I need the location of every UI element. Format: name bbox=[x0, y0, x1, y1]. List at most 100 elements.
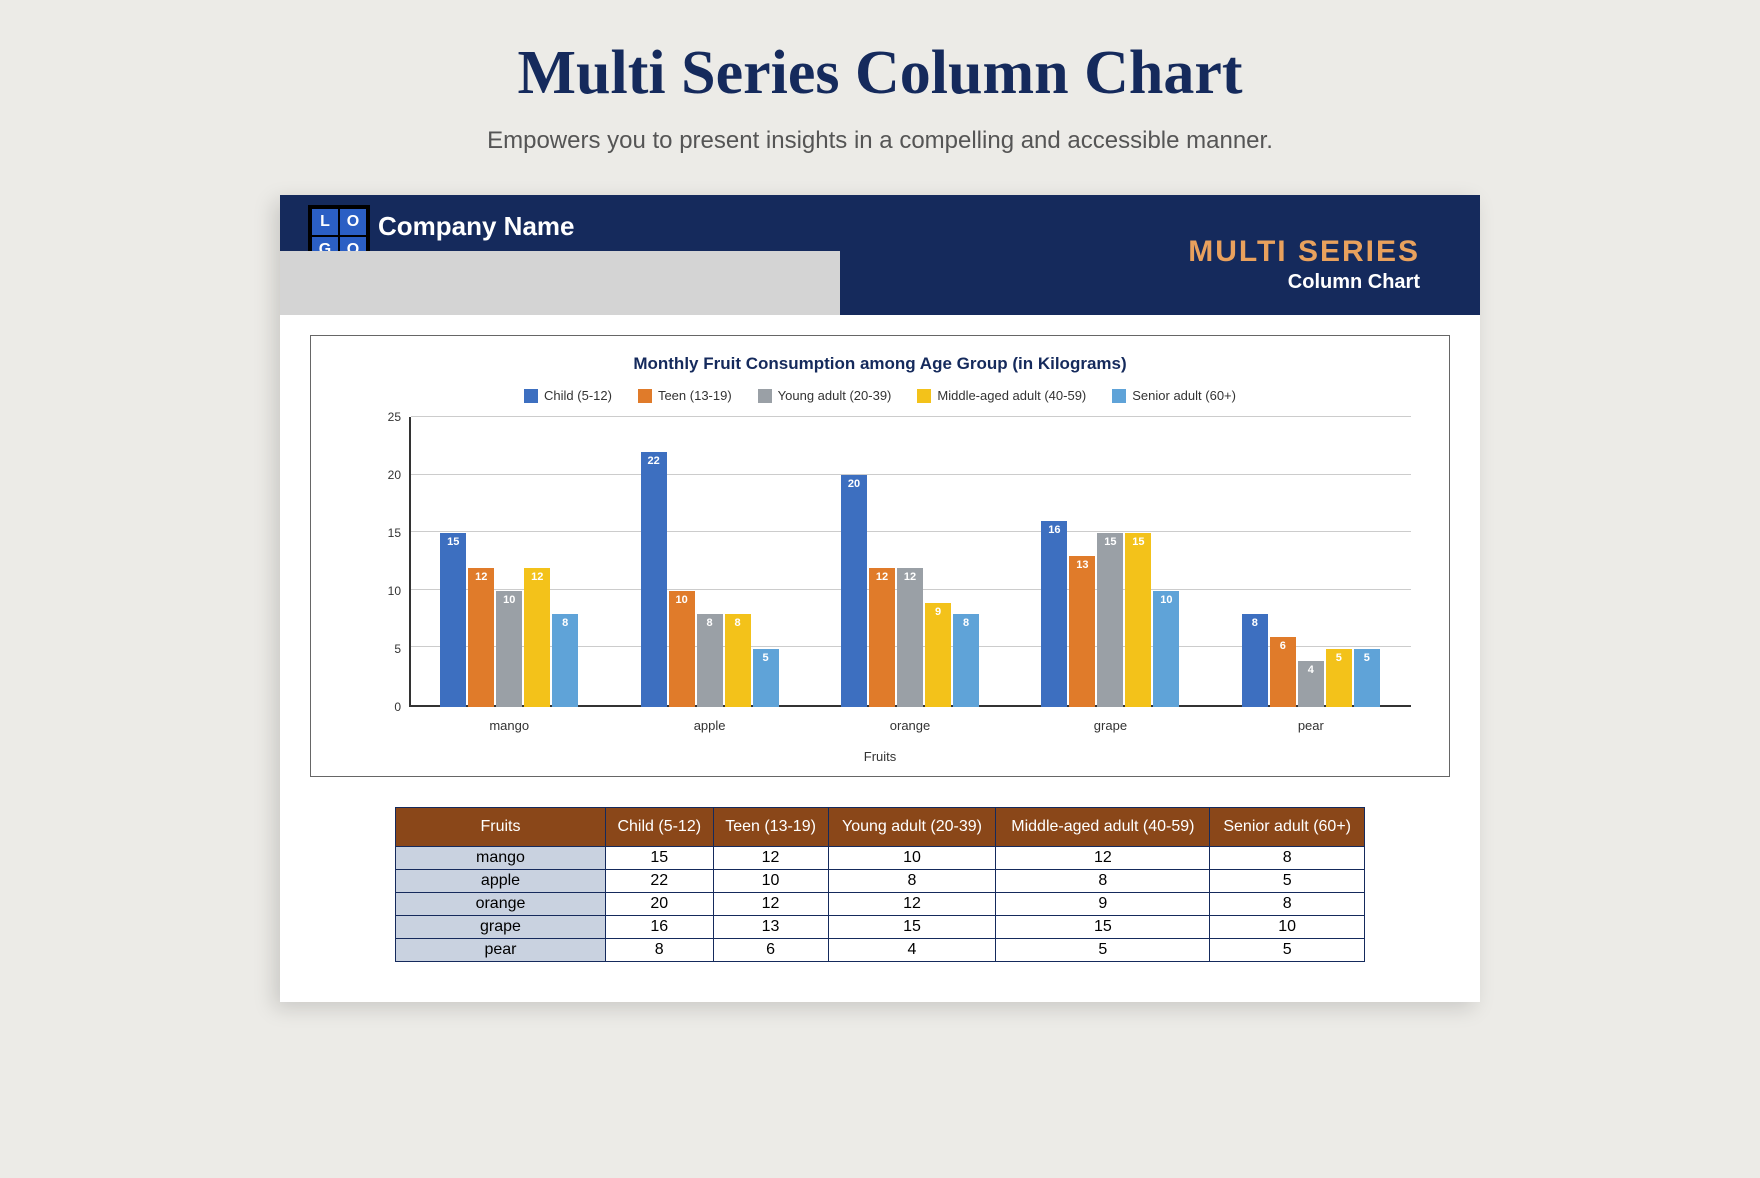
legend-item: Young adult (20-39) bbox=[758, 388, 892, 403]
bar-groups: 151210128221088520121298161315151086455 bbox=[409, 417, 1411, 707]
table-cell: 5 bbox=[1210, 939, 1365, 962]
table-row: grape1613151510 bbox=[396, 916, 1365, 939]
table-cell: 15 bbox=[828, 916, 996, 939]
legend-swatch bbox=[524, 389, 538, 403]
table-cell: 8 bbox=[1210, 893, 1365, 916]
header-right-block: MULTI SERIES Column Chart bbox=[1188, 235, 1420, 294]
document-preview: L O G O Company Name MULTI SERIES Column… bbox=[280, 195, 1480, 1002]
bar: 9 bbox=[925, 603, 951, 707]
bar: 8 bbox=[725, 614, 751, 707]
bar: 5 bbox=[1326, 649, 1352, 707]
bar: 10 bbox=[669, 591, 695, 707]
doc-header: L O G O Company Name MULTI SERIES Column… bbox=[280, 195, 1480, 315]
bar-value-label: 8 bbox=[552, 617, 578, 629]
bar-value-label: 8 bbox=[697, 617, 723, 629]
table-cell: 22 bbox=[606, 870, 714, 893]
table-cell: 4 bbox=[828, 939, 996, 962]
table-cell: 10 bbox=[713, 870, 828, 893]
chart-container: Monthly Fruit Consumption among Age Grou… bbox=[310, 335, 1450, 777]
table-row-label: pear bbox=[396, 939, 606, 962]
x-tick-label: pear bbox=[1211, 718, 1411, 733]
legend-item: Child (5-12) bbox=[524, 388, 612, 403]
bar-value-label: 22 bbox=[641, 455, 667, 467]
bar-value-label: 10 bbox=[1153, 594, 1179, 606]
bar: 5 bbox=[1354, 649, 1380, 707]
logo-char: O bbox=[340, 209, 366, 235]
x-tick-label: mango bbox=[409, 718, 609, 733]
bar-value-label: 8 bbox=[1242, 617, 1268, 629]
table-cell: 8 bbox=[828, 870, 996, 893]
bar-value-label: 6 bbox=[1270, 640, 1296, 652]
legend-swatch bbox=[1112, 389, 1126, 403]
table-row: orange20121298 bbox=[396, 893, 1365, 916]
bar-value-label: 5 bbox=[1354, 652, 1380, 664]
x-tick-label: orange bbox=[810, 718, 1010, 733]
bar: 12 bbox=[897, 568, 923, 707]
table-header-cell: Senior adult (60+) bbox=[1210, 808, 1365, 847]
bar-value-label: 10 bbox=[669, 594, 695, 606]
bar: 4 bbox=[1298, 661, 1324, 707]
table-cell: 20 bbox=[606, 893, 714, 916]
bar-value-label: 12 bbox=[468, 571, 494, 583]
bar-value-label: 16 bbox=[1041, 524, 1067, 536]
header-grey-strip bbox=[280, 251, 840, 315]
table-cell: 15 bbox=[996, 916, 1210, 939]
table-cell: 12 bbox=[713, 847, 828, 870]
chart-plot-area: 0510152025 15121012822108852012129816131… bbox=[379, 417, 1411, 747]
bar: 5 bbox=[753, 649, 779, 707]
x-axis-title: Fruits bbox=[329, 749, 1431, 764]
bar-value-label: 9 bbox=[925, 606, 951, 618]
table-row-label: grape bbox=[396, 916, 606, 939]
table-cell: 10 bbox=[828, 847, 996, 870]
bar: 15 bbox=[1097, 533, 1123, 707]
bar-value-label: 12 bbox=[869, 571, 895, 583]
legend-item: Senior adult (60+) bbox=[1112, 388, 1236, 403]
table-cell: 13 bbox=[713, 916, 828, 939]
table-header-cell: Fruits bbox=[396, 808, 606, 847]
table-row-label: mango bbox=[396, 847, 606, 870]
legend-label: Child (5-12) bbox=[544, 388, 612, 403]
bar: 16 bbox=[1041, 521, 1067, 707]
table-cell: 9 bbox=[996, 893, 1210, 916]
bar-value-label: 5 bbox=[753, 652, 779, 664]
bar: 12 bbox=[524, 568, 550, 707]
bar-group: 2210885 bbox=[609, 417, 809, 707]
chart-legend: Child (5-12) Teen (13-19) Young adult (20-… bbox=[329, 388, 1431, 403]
legend-label: Middle-aged adult (40-59) bbox=[937, 388, 1086, 403]
header-title-2: Column Chart bbox=[1188, 271, 1420, 294]
table-cell: 8 bbox=[996, 870, 1210, 893]
table-row-label: apple bbox=[396, 870, 606, 893]
table-row: mango151210128 bbox=[396, 847, 1365, 870]
bar-group: 86455 bbox=[1211, 417, 1411, 707]
x-tick-label: grape bbox=[1010, 718, 1210, 733]
table-cell: 12 bbox=[996, 847, 1210, 870]
bar-value-label: 15 bbox=[1125, 536, 1151, 548]
bar: 15 bbox=[1125, 533, 1151, 707]
legend-swatch bbox=[758, 389, 772, 403]
table-cell: 12 bbox=[828, 893, 996, 916]
table-cell: 16 bbox=[606, 916, 714, 939]
header-title-1: MULTI SERIES bbox=[1188, 235, 1420, 269]
bar: 22 bbox=[641, 452, 667, 707]
bar-value-label: 10 bbox=[496, 594, 522, 606]
y-tick-label: 20 bbox=[369, 468, 401, 482]
bar: 6 bbox=[1270, 637, 1296, 707]
bar: 10 bbox=[1153, 591, 1179, 707]
y-tick-label: 25 bbox=[369, 410, 401, 424]
bar-group: 1613151510 bbox=[1010, 417, 1210, 707]
x-tick-label: apple bbox=[609, 718, 809, 733]
table-cell: 8 bbox=[1210, 847, 1365, 870]
bar: 8 bbox=[697, 614, 723, 707]
bar: 12 bbox=[468, 568, 494, 707]
company-name: Company Name bbox=[378, 211, 575, 242]
page-subtitle: Empowers you to present insights in a co… bbox=[0, 127, 1760, 155]
logo-char: L bbox=[312, 209, 338, 235]
table-header-cell: Young adult (20-39) bbox=[828, 808, 996, 847]
legend-item: Teen (13-19) bbox=[638, 388, 732, 403]
table-row: pear86455 bbox=[396, 939, 1365, 962]
table-cell: 15 bbox=[606, 847, 714, 870]
y-axis: 0510152025 bbox=[369, 417, 401, 707]
legend-label: Young adult (20-39) bbox=[778, 388, 892, 403]
table-cell: 12 bbox=[713, 893, 828, 916]
bar-value-label: 8 bbox=[953, 617, 979, 629]
